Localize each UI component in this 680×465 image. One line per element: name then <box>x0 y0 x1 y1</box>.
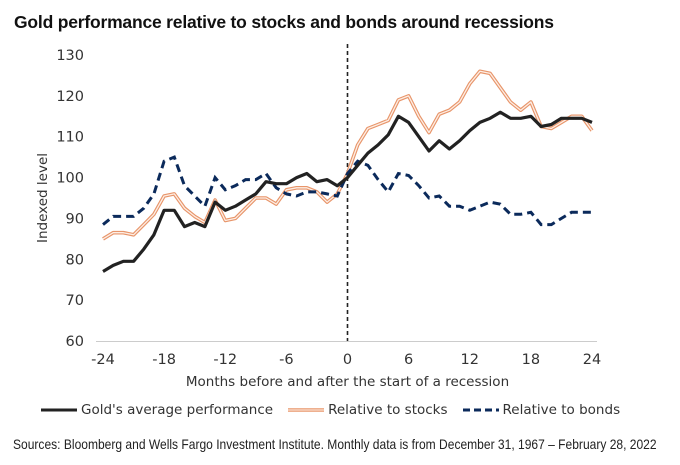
legend-label: Relative to stocks <box>328 402 448 418</box>
legend-label: Relative to bonds <box>502 402 621 418</box>
y-axis-ticks: 60 70 80 90 100 110 120 130 <box>56 48 84 350</box>
series-line-relative-to-bonds <box>102 155 592 227</box>
y-tick-label: 130 <box>56 48 84 64</box>
x-axis-ticks: -24 -18 -12 -6 0 6 12 18 24 <box>91 352 601 368</box>
legend: Gold's average performance Relative to s… <box>40 402 634 418</box>
y-tick-label: 70 <box>66 293 84 309</box>
x-tick-label: -24 <box>91 352 115 368</box>
y-tick-label: 110 <box>56 130 84 146</box>
x-axis-label: Months before and after the start of a r… <box>186 374 509 390</box>
y-tick-label: 100 <box>56 171 84 187</box>
chart-title: Gold performance relative to stocks and … <box>14 12 554 32</box>
x-tick-label: 0 <box>343 352 352 368</box>
series-line-gold-s-average-performance <box>102 110 593 273</box>
y-tick-label: 80 <box>66 252 84 268</box>
legend-swatch-double <box>288 408 325 412</box>
line-chart: 60 70 80 90 100 110 120 130 -24 -18 -12 -6 0 6 12 18 24… <box>35 44 601 390</box>
x-tick-label: 6 <box>404 352 413 368</box>
y-tick-label: 90 <box>66 211 84 227</box>
x-tick-label: 12 <box>461 352 479 368</box>
legend-label: Gold's average performance <box>81 402 274 418</box>
y-axis-label: Indexed level <box>35 153 51 243</box>
legend-item-stocks: Relative to stocks <box>287 402 448 418</box>
source-note: Sources: Bloomberg and Wells Fargo Inves… <box>13 436 657 452</box>
x-tick-label: 18 <box>522 352 540 368</box>
y-tick-label: 60 <box>66 334 84 350</box>
legend-item-bonds: Relative to bonds <box>462 402 621 418</box>
x-tick-label: -6 <box>279 352 293 368</box>
series-group <box>102 69 594 273</box>
x-tick-label: -12 <box>213 352 237 368</box>
y-tick-label: 120 <box>56 89 84 105</box>
legend-swatch-solid <box>41 408 77 412</box>
legend-item-gold: Gold's average performance <box>40 402 273 418</box>
legend-swatch-dashed <box>462 408 499 412</box>
x-tick-label: -18 <box>152 352 176 368</box>
x-tick-label: 24 <box>583 352 601 368</box>
